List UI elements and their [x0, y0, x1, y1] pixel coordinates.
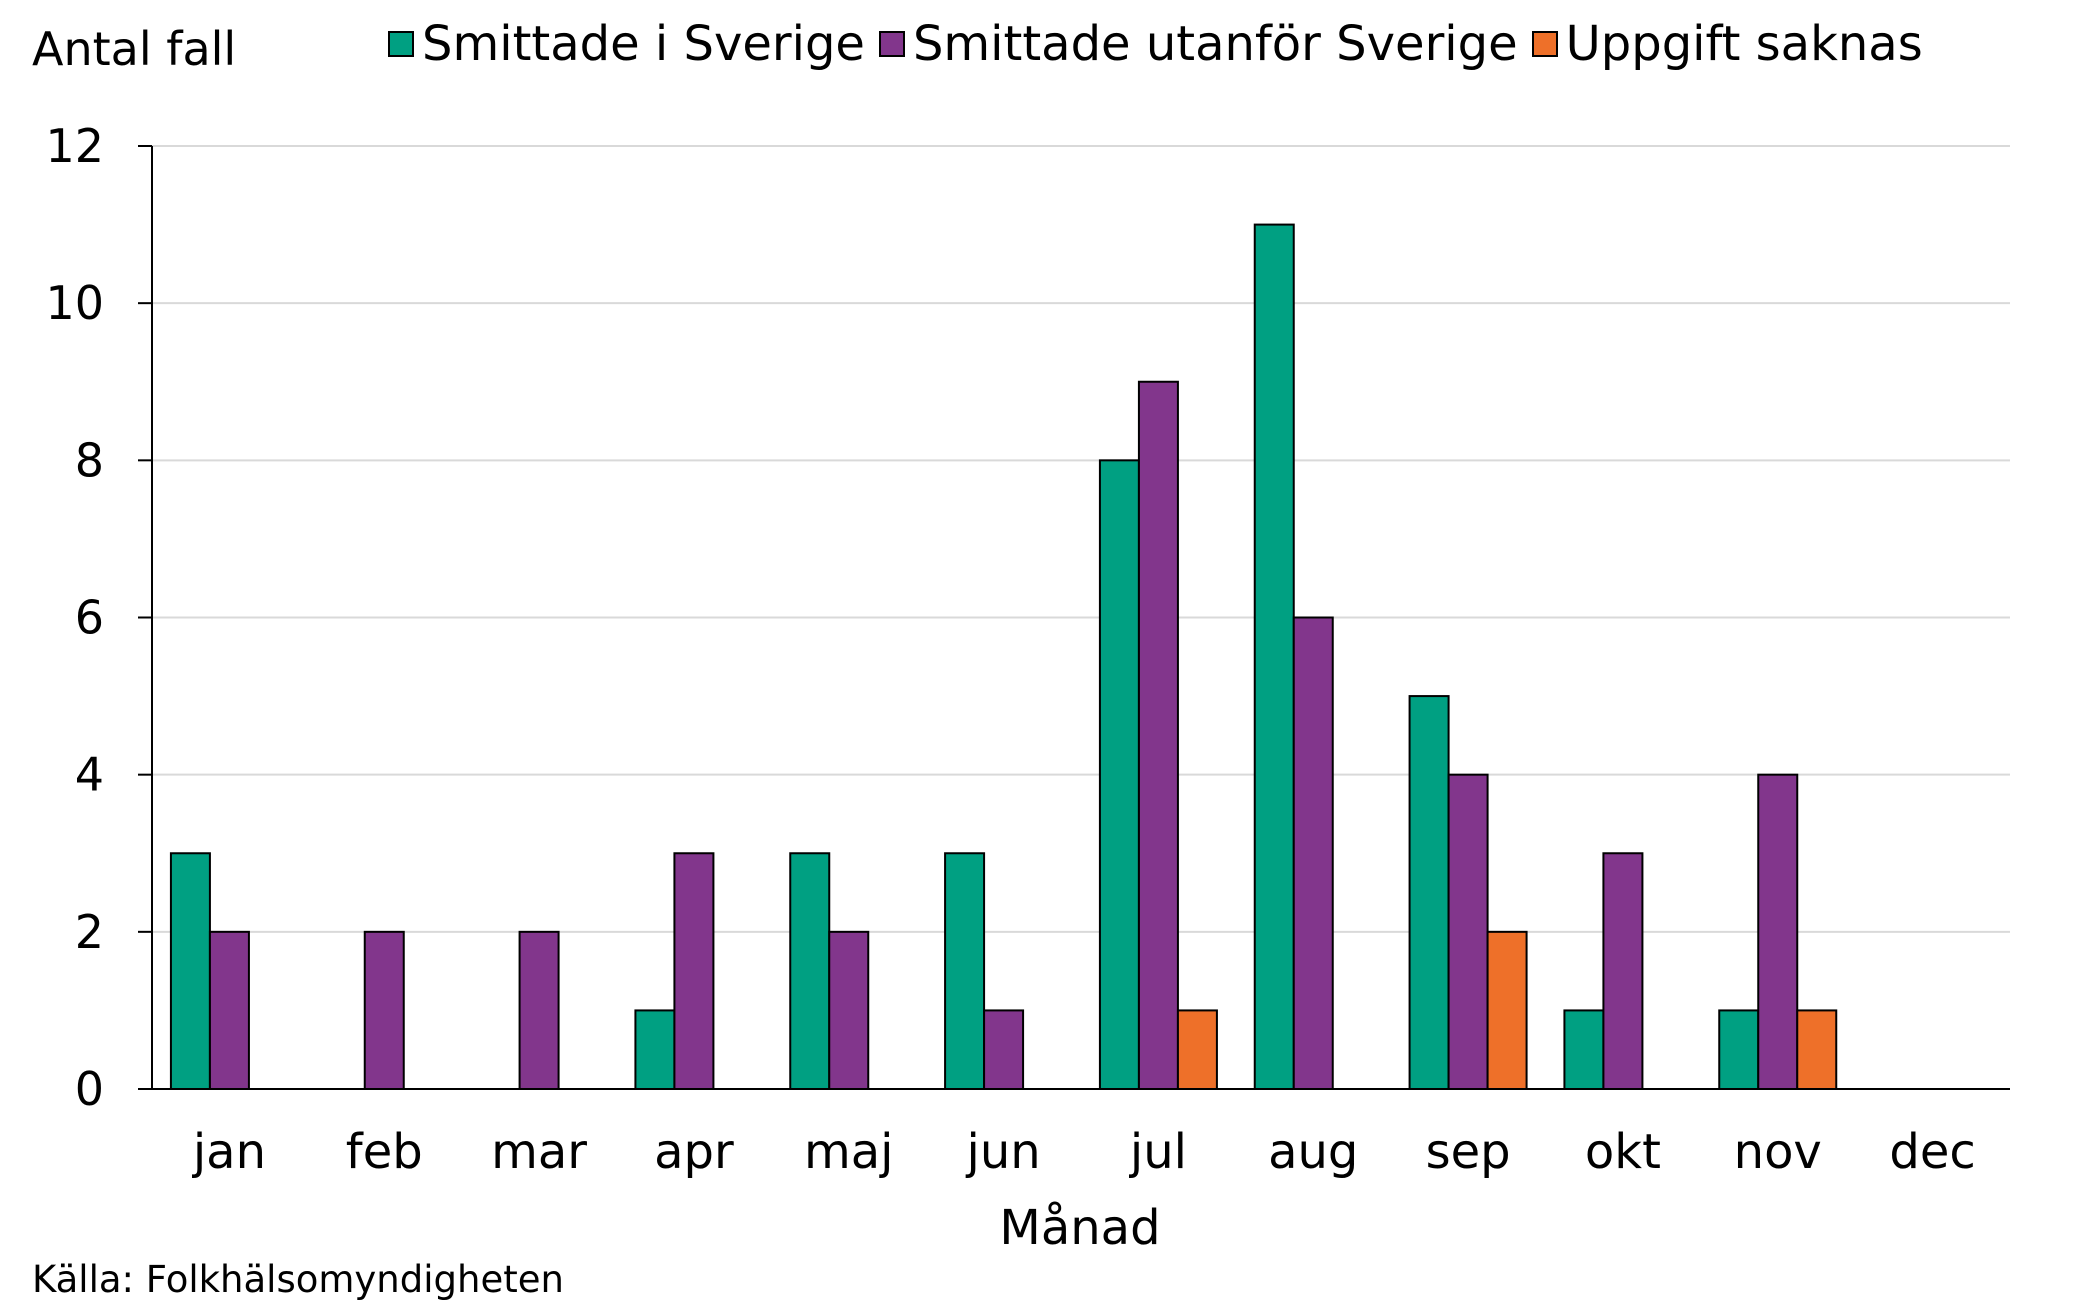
- y-tick-label: 2: [75, 905, 104, 959]
- x-tick-label: nov: [1734, 1124, 1822, 1180]
- bar-nov-series-0: [1718, 1009, 1760, 1091]
- bar-mar-series-1: [518, 930, 560, 1090]
- x-tick-label: okt: [1585, 1124, 1661, 1180]
- bar-apr-series-1: [673, 852, 715, 1090]
- x-tick-label: dec: [1889, 1124, 1975, 1180]
- legend-label-saknas: Uppgift saknas: [1565, 16, 1923, 72]
- x-tick-label: jan: [192, 1124, 266, 1180]
- x-tick-label: maj: [804, 1124, 894, 1180]
- bar-aug-series-1: [1292, 616, 1334, 1090]
- y-tick-label: 6: [75, 591, 104, 645]
- source-note: Källa: Folkhälsomyndigheten: [32, 1258, 564, 1301]
- bar-nov-series-2: [1796, 1009, 1838, 1091]
- bar-okt-series-0: [1563, 1009, 1605, 1091]
- legend-swatch-sverige: [388, 31, 414, 57]
- bar-okt-series-1: [1602, 852, 1644, 1090]
- y-tick-label: 10: [45, 276, 104, 330]
- legend-item-utanfor: Smittade utanför Sverige: [878, 16, 1518, 72]
- y-tick-label: 8: [75, 433, 104, 487]
- bar-aug-series-0: [1253, 223, 1295, 1091]
- bar-jul-series-2: [1176, 1009, 1218, 1091]
- bar-sep-series-0: [1408, 695, 1450, 1090]
- legend-item-sverige: Smittade i Sverige: [388, 16, 865, 72]
- bar-jan-series-0: [169, 852, 211, 1090]
- y-tick-label: 0: [75, 1062, 104, 1116]
- legend-label-utanfor: Smittade utanför Sverige: [912, 16, 1518, 72]
- x-tick-label: mar: [491, 1124, 587, 1180]
- bar-sep-series-1: [1447, 773, 1489, 1091]
- bar-jul-series-1: [1137, 380, 1179, 1090]
- legend-swatch-saknas: [1531, 31, 1558, 57]
- bar-maj-series-1: [828, 930, 870, 1090]
- legend-label-sverige: Smittade i Sverige: [422, 16, 865, 72]
- bar-sep-series-2: [1486, 930, 1528, 1090]
- x-tick-label: feb: [346, 1124, 423, 1180]
- bar-nov-series-1: [1757, 773, 1799, 1091]
- x-tick-label: sep: [1426, 1124, 1511, 1180]
- legend-item-saknas: Uppgift saknas: [1531, 16, 1923, 72]
- x-tick-label: apr: [654, 1124, 734, 1180]
- bar-jun-series-0: [944, 852, 986, 1090]
- bar-jul-series-0: [1098, 459, 1140, 1091]
- x-axis-title: Månad: [999, 1200, 1161, 1256]
- bar-feb-series-1: [363, 930, 405, 1090]
- y-axis-title: Antal fall: [32, 22, 237, 76]
- x-tick-label: jun: [965, 1124, 1040, 1180]
- legend-swatch-utanfor: [878, 31, 905, 57]
- y-tick-label: 12: [45, 119, 104, 173]
- bar-jun-series-1: [983, 1009, 1025, 1091]
- bar-apr-series-0: [634, 1009, 676, 1091]
- bar-jan-series-1: [208, 930, 250, 1090]
- y-tick-label: 4: [75, 748, 104, 802]
- legend: Smittade i Sverige Smittade utanför Sver…: [388, 16, 1937, 72]
- x-tick-label: jul: [1129, 1124, 1187, 1180]
- bar-maj-series-0: [789, 852, 831, 1090]
- x-tick-label: aug: [1268, 1124, 1358, 1180]
